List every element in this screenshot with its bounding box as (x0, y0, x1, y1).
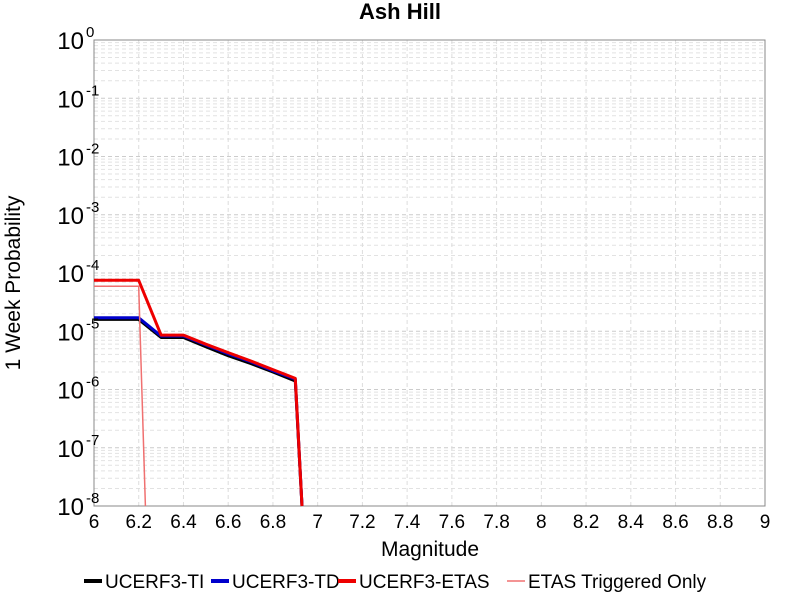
chart-title: Ash Hill (359, 0, 441, 24)
legend-label-ucerf3-ti: UCERF3-TI (105, 572, 204, 593)
x-tick-label: 7.4 (394, 512, 421, 533)
x-tick-label: 7 (312, 512, 323, 533)
series-line-etas-triggered-only (94, 285, 147, 507)
x-tick-label: 8.2 (573, 512, 599, 533)
series-line-ucerf3-etas (94, 278, 304, 507)
x-tick-label: 6.4 (170, 512, 197, 533)
y-tick-exponent: -4 (86, 257, 99, 274)
x-tick-label: 6.8 (260, 512, 286, 533)
y-tick-label: 10 (57, 319, 84, 346)
y-tick-exponent: 0 (86, 24, 94, 41)
y-tick-label: 10 (57, 378, 84, 405)
x-tick-labels: 6 6.2 6.4 6.6 6.8 7 7.2 7.4 7.6 7.8 8 8.2 8.4 8.6 8.8 9 (89, 512, 771, 533)
x-tick-label: 6.2 (126, 512, 152, 533)
x-tick-label: 7.2 (349, 512, 375, 533)
x-axis-label: Magnitude (381, 538, 479, 561)
y-tick-exponent: -3 (86, 199, 99, 216)
grid (93, 40, 766, 507)
y-tick-exponent: -7 (86, 432, 99, 449)
plot-frame (93, 39, 766, 507)
y-axis-label: 1 Week Probability (2, 195, 25, 370)
y-tick-exponent: -8 (86, 490, 99, 507)
legend-label-ucerf3-td: UCERF3-TD (232, 572, 340, 593)
y-tick-label: 10 (57, 28, 84, 55)
y-tick-exponent: -5 (86, 315, 99, 332)
y-tick-label: 10 (57, 86, 84, 113)
x-tick-label: 8.6 (662, 512, 688, 533)
x-tick-label: 8.4 (618, 512, 645, 533)
y-tick-label: 10 (57, 261, 84, 288)
y-tick-label: 10 (57, 145, 84, 172)
x-tick-label: 6.6 (215, 512, 241, 533)
y-tick-exponent: -1 (86, 82, 99, 99)
legend-label-ucerf3-etas: UCERF3-ETAS (359, 572, 490, 593)
y-tick-label: 10 (57, 203, 84, 230)
x-tick-label: 7.6 (439, 512, 465, 533)
series-layer (94, 278, 304, 507)
y-tick-label: 10 (57, 494, 84, 521)
x-tick-label: 8.8 (707, 512, 733, 533)
legend-label-etas-triggered-only: ETAS Triggered Only (528, 572, 707, 593)
x-tick-label: 8 (536, 512, 547, 533)
legend: UCERF3-TI UCERF3-TD UCERF3-ETAS ETAS Trigge… (84, 572, 707, 593)
y-tick-exponent: -2 (86, 141, 99, 158)
x-tick-label: 7.8 (483, 512, 509, 533)
x-tick-label: 6 (89, 512, 100, 533)
y-tick-exponent: -6 (86, 374, 99, 391)
y-tick-label: 10 (57, 436, 84, 463)
x-tick-label: 9 (760, 512, 771, 533)
